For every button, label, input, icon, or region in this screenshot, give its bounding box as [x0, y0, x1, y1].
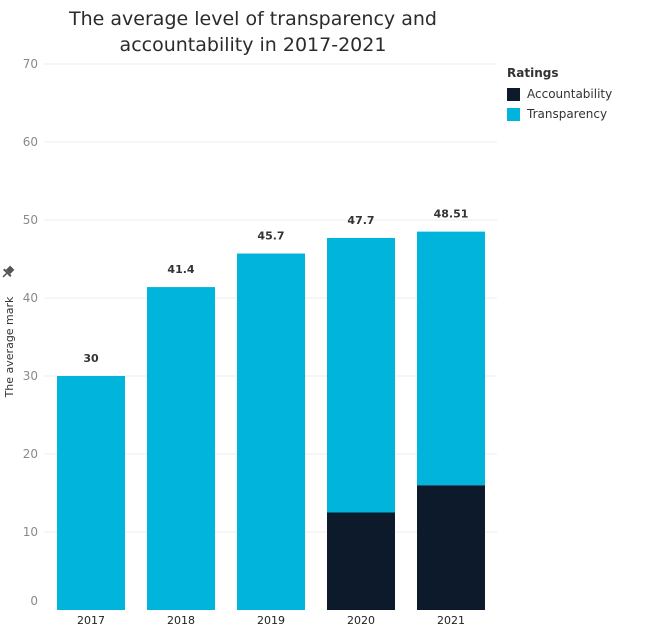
- total-label-2021: 48.51: [434, 208, 469, 221]
- y-tick-label-60: 60: [23, 135, 38, 149]
- pin-icon: [2, 265, 15, 278]
- total-label-2017: 30: [83, 352, 99, 365]
- chart-title-line-2: accountability in 2017-2021: [119, 34, 387, 56]
- total-label-2020: 47.7: [347, 214, 374, 227]
- x-tick-label-2021: 2021: [437, 614, 465, 627]
- legend-swatch-transparency: [507, 107, 520, 121]
- legend-item-accountability[interactable]: Accountability: [507, 84, 612, 104]
- total-label-2018: 41.4: [167, 263, 194, 276]
- bar-transparency-2020: [327, 237, 395, 513]
- legend-swatch-accountability: [507, 87, 520, 101]
- y-tick-label-40: 40: [23, 291, 38, 305]
- bar-accountability-2020: [327, 512, 395, 610]
- y-tick-label-20: 20: [23, 447, 38, 461]
- y-tick-label-10: 10: [23, 525, 38, 539]
- y-tick-label-30: 30: [23, 369, 38, 383]
- x-tick-label-2018: 2018: [167, 614, 195, 627]
- bar-transparency-2018: [147, 287, 215, 610]
- y-axis-label: The average mark: [3, 296, 16, 398]
- bar-accountability-2021: [417, 485, 485, 610]
- legend-label-transparency: Transparency: [527, 107, 608, 121]
- legend-label-accountability: Accountability: [527, 87, 613, 101]
- bar-transparency-2017: [57, 376, 125, 610]
- y-tick-label-0: 0: [30, 594, 38, 608]
- x-tick-label-2017: 2017: [77, 614, 105, 627]
- bar-transparency-2019: [237, 253, 305, 611]
- legend-item-transparency[interactable]: Transparency: [507, 104, 612, 124]
- chart-title: The average level of transparency and ac…: [40, 6, 466, 58]
- total-label-2019: 45.7: [257, 230, 284, 243]
- legend-title: Ratings: [507, 66, 559, 80]
- chart-title-line-1: The average level of transparency and: [69, 8, 437, 30]
- y-tick-label-70: 70: [23, 57, 38, 71]
- bar-transparency-2021: [417, 231, 485, 486]
- x-tick-label-2019: 2019: [257, 614, 285, 627]
- legend: Ratings Accountability Transparency: [507, 66, 612, 124]
- y-tick-label-50: 50: [23, 213, 38, 227]
- x-tick-label-2020: 2020: [347, 614, 375, 627]
